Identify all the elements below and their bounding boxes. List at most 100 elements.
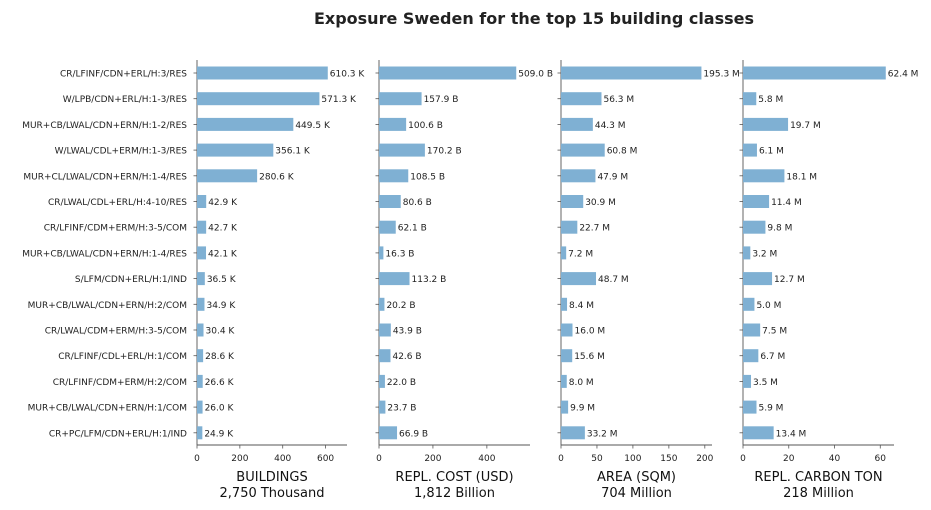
bar	[561, 66, 702, 80]
bar-value-label: 3.2 M	[752, 249, 777, 259]
bar-value-label: 34.9 K	[206, 301, 236, 311]
x-tick-label: 0	[376, 454, 382, 464]
bar-value-label: 3.5 M	[753, 378, 778, 388]
bar-value-label: 30.9 M	[585, 198, 616, 208]
bar	[743, 195, 770, 208]
bar	[743, 297, 755, 311]
bar	[197, 400, 203, 414]
bar	[561, 349, 573, 363]
bar	[197, 117, 294, 131]
bar	[743, 246, 751, 260]
bar	[379, 246, 384, 260]
bar-value-label: 47.9 M	[597, 172, 628, 182]
bar-value-label: 18.1 M	[786, 172, 817, 182]
bar-value-label: 22.7 M	[579, 224, 610, 234]
x-tick-label: 60	[875, 454, 887, 464]
bar	[197, 143, 274, 157]
bar-value-label: 449.5 K	[295, 121, 331, 131]
panel-4: 0 20 40 60 62.4 M 5.8 M 19.7 M 6.1 M 18.1 M 11.4 …	[739, 60, 918, 501]
category-label: MUR+CB/LWAL/CDN+ERN/H:1-2/RES	[22, 121, 187, 131]
bar	[197, 297, 205, 311]
bar-value-label: 62.1 B	[398, 224, 427, 234]
bar-value-label: 36.5 K	[207, 275, 237, 285]
bar	[379, 143, 425, 157]
x-tick-label: 0	[194, 454, 200, 464]
bar	[561, 374, 567, 388]
bar-value-label: 42.7 K	[208, 224, 238, 234]
bar	[743, 66, 886, 80]
category-label: CR/LFINF/CDM+ERM/H:3-5/COM	[44, 224, 187, 234]
bar-value-label: 42.1 K	[208, 249, 238, 259]
bar-value-label: 11.4 M	[771, 198, 802, 208]
x-tick-label: 600	[317, 454, 334, 464]
bar-value-label: 19.7 M	[790, 121, 821, 131]
bar-value-label: 8.0 M	[569, 378, 594, 388]
bar-value-label: 56.3 M	[603, 95, 634, 105]
x-axis-subtitle: 1,812 Billion	[414, 486, 495, 501]
bar-value-label: 7.2 M	[568, 249, 593, 259]
bar-value-label: 60.8 M	[607, 147, 638, 157]
bar	[379, 169, 409, 183]
bar	[197, 246, 207, 260]
x-tick-label: 200	[696, 454, 713, 464]
bar-value-label: 28.6 K	[205, 352, 235, 362]
bar-value-label: 13.4 M	[776, 429, 807, 439]
bar-value-label: 16.0 M	[575, 327, 606, 337]
bar	[379, 117, 407, 131]
x-axis-subtitle: 704 Million	[601, 486, 672, 501]
bar-value-label: 24.9 K	[204, 429, 234, 439]
bar	[379, 400, 386, 414]
bar-value-label: 26.0 K	[205, 404, 235, 414]
bar	[561, 297, 568, 311]
category-label: MUR+CB/LWAL/CDN+ERN/H:1-4/RES	[22, 249, 187, 259]
bar	[743, 220, 766, 234]
bar-value-label: 20.2 B	[386, 301, 415, 311]
x-axis-subtitle: 218 Million	[783, 486, 854, 501]
x-tick-label: 400	[274, 454, 291, 464]
x-tick-label: 100	[624, 454, 641, 464]
bar	[197, 374, 203, 388]
bar	[561, 323, 573, 337]
bar	[197, 66, 328, 80]
bar	[561, 169, 596, 183]
category-label: MUR+CB/LWAL/CDN+ERN/H:2/COM	[28, 301, 187, 311]
bar	[379, 195, 401, 208]
bar-value-label: 100.6 B	[408, 121, 443, 131]
bar-value-label: 33.2 M	[587, 429, 618, 439]
bar-value-label: 113.2 B	[412, 275, 447, 285]
bar-value-label: 9.9 M	[570, 404, 595, 414]
x-axis-subtitle: 2,750 Thousand	[220, 486, 325, 501]
chart-title: Exposure Sweden for the top 15 building …	[314, 9, 754, 28]
category-label: CR/LFINF/CDN+ERL/H:3/RES	[60, 70, 187, 80]
bar	[197, 426, 203, 440]
bar-value-label: 22.0 B	[387, 378, 416, 388]
bar-value-label: 6.1 M	[759, 147, 784, 157]
bar-value-label: 44.3 M	[595, 121, 626, 131]
bar-value-label: 5.9 M	[758, 404, 783, 414]
x-tick-label: 0	[558, 454, 564, 464]
bar	[743, 272, 773, 286]
category-label: MUR+CL/LWAL/CDN+ERN/H:1-4/RES	[23, 172, 187, 182]
bar	[743, 374, 752, 388]
bar	[743, 117, 789, 131]
bar	[561, 143, 605, 157]
category-label: CR+PC/LFM/CDN+ERL/H:1/IND	[49, 429, 187, 439]
bar	[561, 220, 578, 234]
bar	[197, 220, 207, 234]
bar	[379, 220, 396, 234]
bar-value-label: 5.8 M	[758, 95, 783, 105]
category-label: CR/LWAL/CDM+ERM/H:3-5/COM	[45, 327, 187, 337]
x-tick-label: 40	[829, 454, 841, 464]
bar-value-label: 571.3 K	[321, 95, 357, 105]
bar	[561, 195, 584, 208]
x-tick-label: 200	[231, 454, 248, 464]
category-label: W/LWAL/CDL+ERM/H:1-3/RES	[55, 147, 188, 157]
bar	[743, 323, 761, 337]
category-label: MUR+CB/LWAL/CDN+ERN/H:1/COM	[28, 404, 187, 414]
x-tick-label: 0	[740, 454, 746, 464]
bar	[197, 272, 205, 286]
bar	[743, 400, 757, 414]
panel-3: 0 50 100 150 200 195.3 M 56.3 M 44.3 M 60.8 M 47.…	[557, 60, 740, 501]
bar-value-label: 280.6 K	[259, 172, 295, 182]
bar-value-label: 610.3 K	[330, 70, 366, 80]
